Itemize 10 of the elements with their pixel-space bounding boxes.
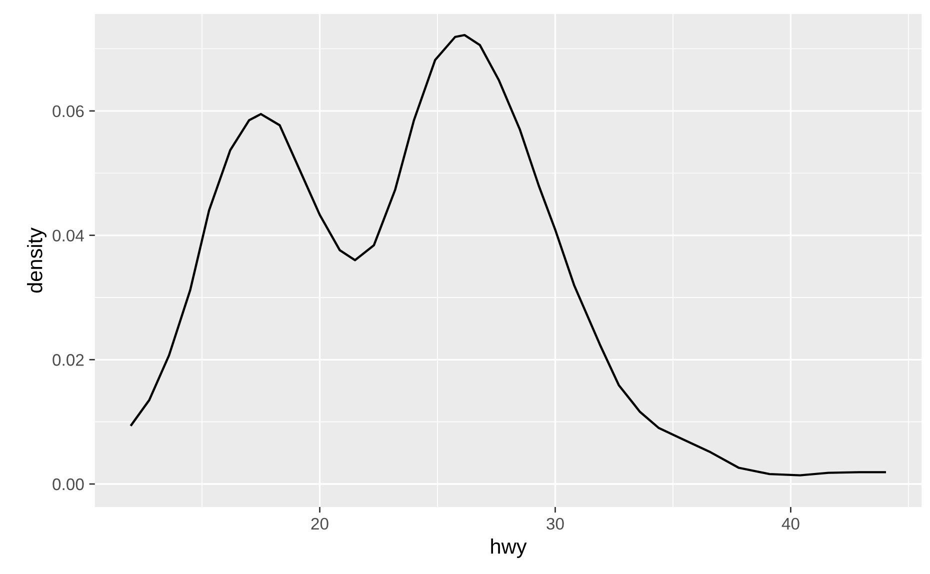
- y-tick-label: 0.00: [52, 478, 84, 490]
- y-tick-label: 0.02: [52, 354, 84, 366]
- line-series: [130, 34, 886, 476]
- x-tick-label: 40: [782, 518, 800, 530]
- x-axis-title: hwy: [491, 538, 527, 558]
- y-axis-title: density: [27, 228, 46, 293]
- x-tick-label: 20: [311, 518, 328, 530]
- x-tick-label: 30: [546, 518, 564, 530]
- y-tick-label: 0.06: [52, 105, 84, 118]
- y-tick-label: 0.04: [52, 230, 84, 242]
